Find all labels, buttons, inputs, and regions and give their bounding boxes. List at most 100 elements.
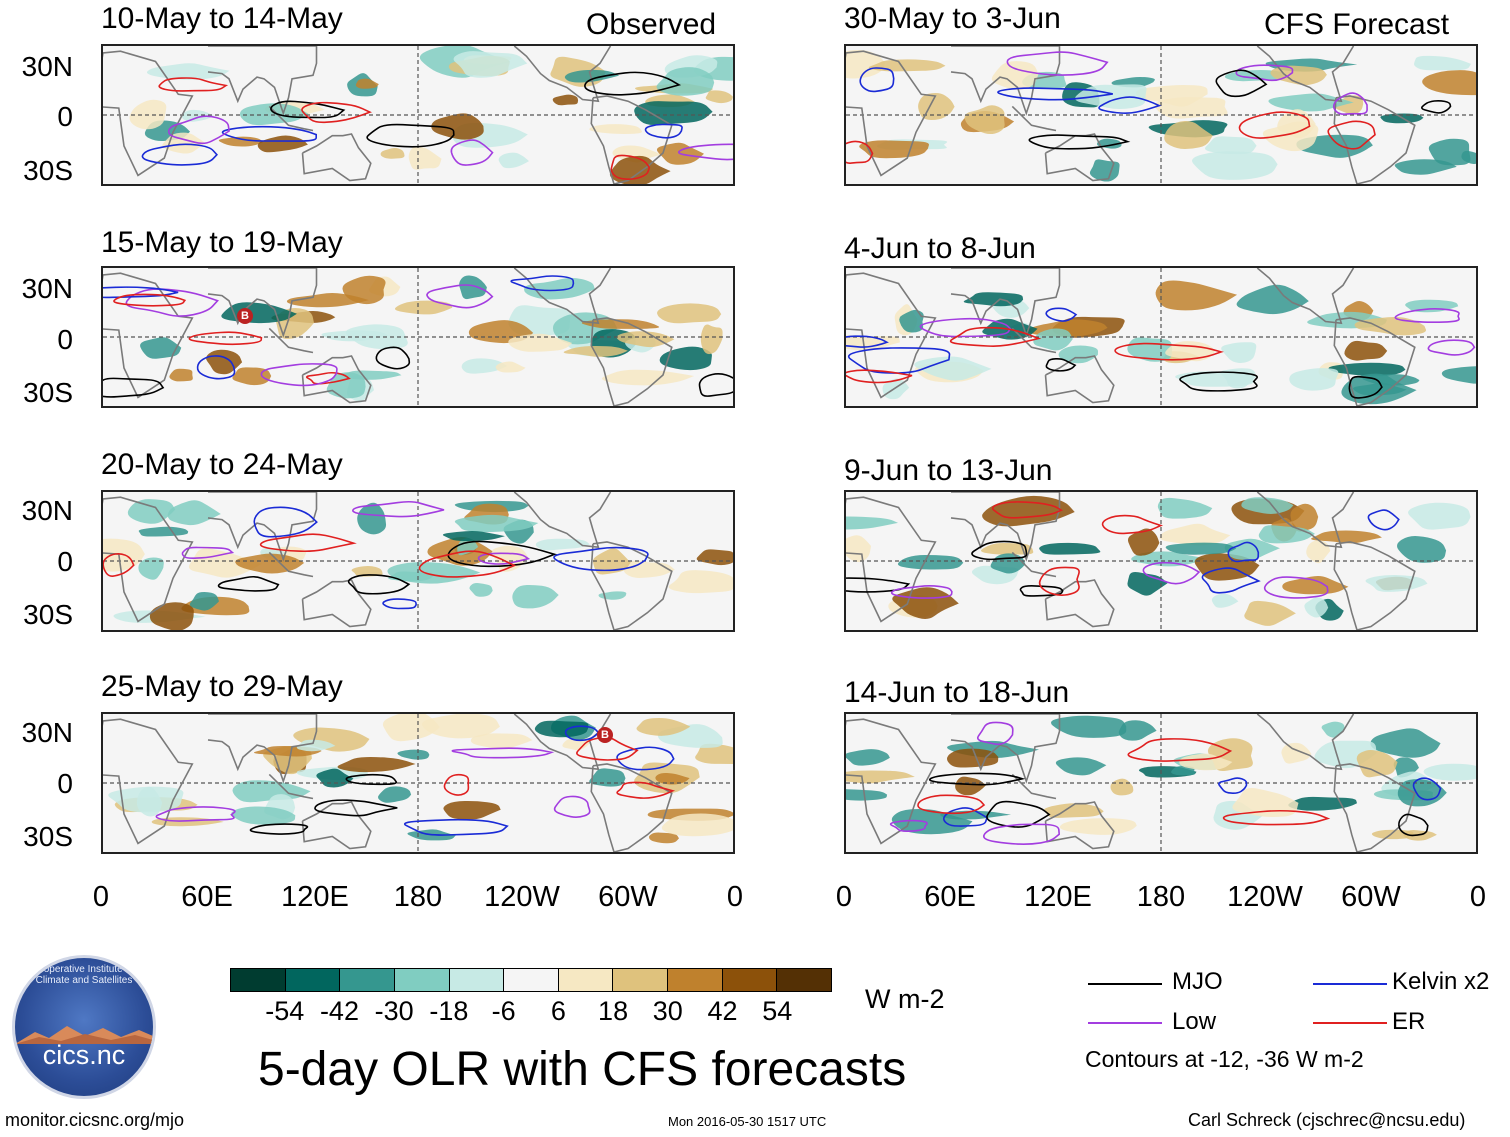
wave-contour	[1098, 96, 1162, 114]
coastline	[268, 105, 314, 132]
lon-label-0: 0	[1469, 881, 1487, 913]
colorbar-tick-label: -54	[265, 996, 305, 1026]
coastline	[846, 50, 937, 177]
wave-contour	[846, 369, 913, 384]
wave-contour	[847, 347, 951, 374]
wave-contour	[1201, 567, 1261, 594]
panel-title-fcst-1: 30-May to 3-Jun	[844, 2, 1061, 35]
olr-map	[846, 714, 1476, 852]
logo-arc-text: Cooperative Institute for Climate and Sa…	[30, 964, 138, 986]
lon-label-120w: 120W	[484, 881, 560, 913]
map-panel-fcst-2	[844, 266, 1478, 408]
wave-contour	[113, 293, 187, 307]
lon-label-60e: 60E	[924, 881, 976, 913]
colorbar-tick-label: 6	[550, 996, 566, 1026]
lat-label-eq: 0	[57, 546, 73, 577]
wave-contour	[1127, 738, 1233, 762]
coastline	[950, 268, 1061, 338]
wave-contour	[553, 795, 591, 818]
wave-contour	[1222, 809, 1331, 826]
coastline	[590, 763, 673, 852]
lat-label-30n: 30N	[21, 717, 73, 748]
colorbar-swatch	[558, 969, 614, 991]
olr-map	[846, 492, 1476, 630]
wave-contour	[366, 123, 455, 148]
wave-contour	[305, 371, 351, 385]
wave-contour	[181, 546, 235, 560]
colorbar-tick-label: -6	[491, 996, 516, 1026]
wave-contour	[1218, 777, 1248, 794]
lat-label-eq: 0	[57, 324, 73, 355]
wave-contour	[352, 500, 445, 518]
wave-contour	[1235, 64, 1294, 82]
coastline	[950, 714, 1061, 784]
coastline	[1256, 492, 1355, 549]
wave-contour	[616, 781, 676, 799]
panel-title-fcst-2: 4-Jun to 8-Jun	[844, 232, 1036, 265]
legend-label-mjo: MJO	[1172, 968, 1223, 995]
coastline	[1333, 541, 1416, 630]
coastline	[1256, 714, 1355, 771]
coastline	[846, 718, 937, 845]
olr-map	[846, 268, 1476, 406]
olr-map	[846, 46, 1476, 184]
coastline	[268, 773, 314, 800]
coastline	[207, 46, 318, 116]
legend-line-er	[1313, 1022, 1387, 1024]
cics-logo: Cooperative Institute for Climate and Sa…	[12, 955, 156, 1099]
legend-label-kelvin: Kelvin x2	[1392, 968, 1490, 995]
wave-contour	[564, 725, 600, 742]
wave-contour	[997, 87, 1113, 101]
wave-contour	[1367, 509, 1400, 531]
coastline	[1011, 773, 1057, 800]
lat-label-30s: 30S	[23, 377, 73, 408]
coastline	[268, 327, 314, 354]
lon-label-60w: 60W	[1341, 881, 1401, 913]
wave-contour	[1421, 99, 1452, 114]
colorbar-swatch	[722, 969, 778, 991]
olr-map	[103, 714, 733, 852]
coastline	[590, 95, 673, 184]
wave-contour	[1006, 51, 1109, 76]
wave-contour	[677, 143, 733, 161]
wave-contour	[167, 115, 230, 145]
wave-contour	[443, 773, 470, 796]
storm-marker: B	[237, 308, 253, 324]
wave-contour	[1227, 541, 1260, 563]
coastline	[846, 496, 937, 623]
wave-contour	[314, 799, 398, 817]
wave-contour	[1179, 371, 1258, 392]
coastline	[950, 46, 1061, 116]
panel-title-fcst-3: 9-Jun to 13-Jun	[844, 454, 1053, 487]
wave-contour	[1045, 357, 1077, 372]
wave-contour	[977, 721, 1014, 746]
lon-label-0: 0	[726, 881, 744, 913]
wave-contour	[942, 807, 988, 827]
coastline	[207, 714, 318, 784]
wave-contour	[403, 818, 509, 836]
olr-map	[103, 268, 733, 406]
colorbar-swatch	[777, 969, 832, 991]
wave-contour	[451, 747, 555, 759]
wave-contour	[1215, 69, 1268, 98]
wave-contour	[859, 67, 895, 93]
map-panel-fcst-1	[844, 44, 1478, 186]
observed-label: Observed	[586, 8, 717, 41]
wave-contour	[1028, 134, 1131, 150]
lat-label-30n: 30N	[21, 51, 73, 82]
wave-contour	[1142, 561, 1201, 585]
wave-contour	[249, 823, 309, 835]
website-link[interactable]: monitor.cicsnc.org/mjo	[5, 1110, 185, 1130]
colorbar-swatch	[285, 969, 341, 991]
wave-contour	[991, 501, 1064, 519]
wave-contour	[158, 77, 229, 92]
wave-contour	[919, 317, 1012, 338]
colorbar-tick-label: -42	[319, 996, 359, 1026]
coastline	[1044, 579, 1115, 628]
colorbar-tick-label: 54	[762, 996, 793, 1026]
wave-contour	[155, 806, 236, 822]
coastline	[1044, 133, 1115, 182]
lat-label-30s: 30S	[23, 155, 73, 186]
lon-label-120e: 120E	[1024, 881, 1092, 913]
coastline	[207, 492, 318, 562]
